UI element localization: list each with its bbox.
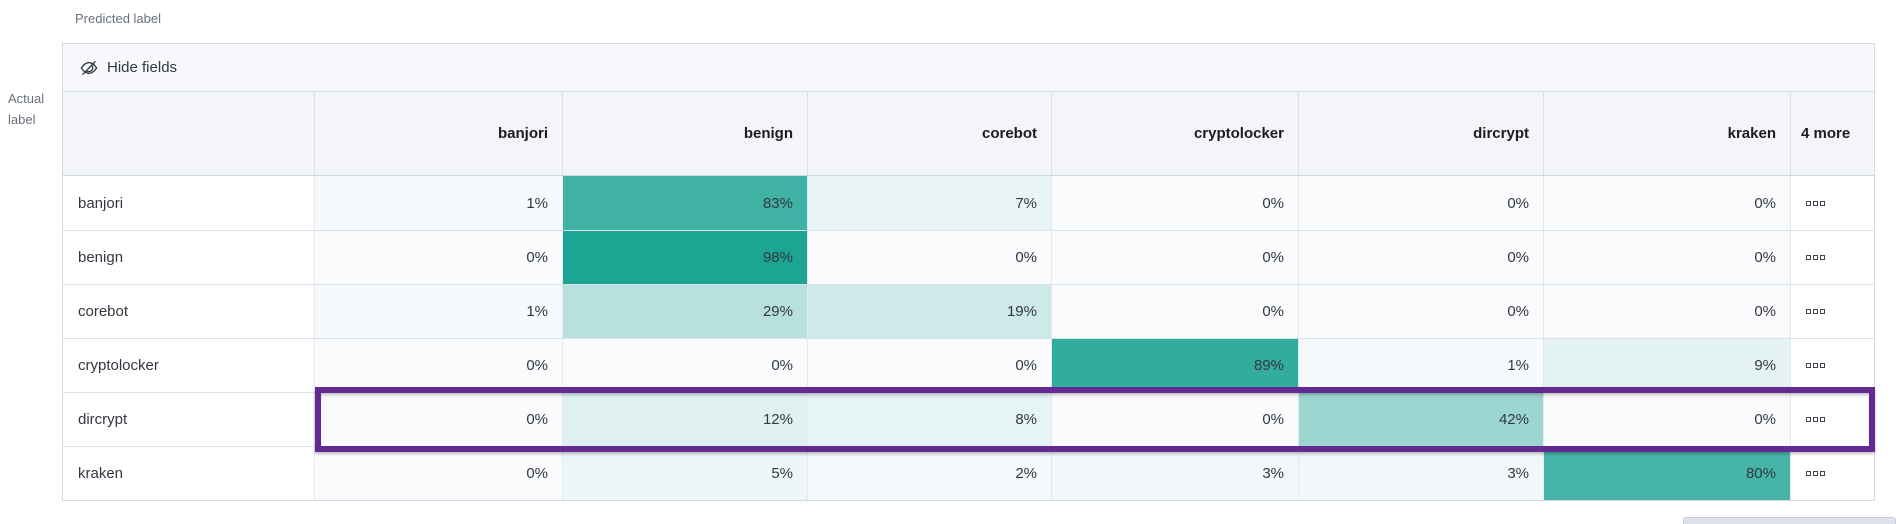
cell-corebot-corebot[interactable]: 19%: [808, 285, 1052, 338]
column-header-cryptolocker[interactable]: cryptolocker: [1052, 92, 1299, 175]
row-actions-cell: [1791, 285, 1874, 338]
cell-kraken-kraken[interactable]: 80%: [1544, 447, 1791, 500]
horizontal-scrollbar-thumb[interactable]: [1683, 517, 1896, 524]
cell-corebot-cryptolocker[interactable]: 0%: [1052, 285, 1299, 338]
cell-banjori-kraken[interactable]: 0%: [1544, 176, 1791, 230]
row-actions-button[interactable]: [1804, 469, 1827, 478]
grid-body: banjori 1% 83% 7% 0% 0% 0% benign 0% 98% 0% 0% 0% 0% c…: [63, 176, 1875, 500]
table-row-kraken: kraken 0% 5% 2% 3% 3% 80%: [63, 446, 1874, 500]
cell-dircrypt-benign[interactable]: 12%: [563, 393, 808, 446]
cell-kraken-benign[interactable]: 5%: [563, 447, 808, 500]
cell-corebot-kraken[interactable]: 0%: [1544, 285, 1791, 338]
row-actions-cell: [1791, 339, 1874, 392]
cell-cryptolocker-corebot[interactable]: 0%: [808, 339, 1052, 392]
row-actions-button[interactable]: [1804, 415, 1827, 424]
cell-kraken-corebot[interactable]: 2%: [808, 447, 1052, 500]
row-label: banjori: [63, 176, 315, 230]
row-actions-button[interactable]: [1804, 307, 1827, 316]
cell-benign-benign[interactable]: 98%: [563, 231, 808, 284]
confusion-matrix-grid: Hide fields banjori benign corebot cryptolo…: [62, 43, 1875, 501]
hide-fields-label: Hide fields: [107, 59, 178, 76]
column-header-more[interactable]: 4 more: [1801, 125, 1851, 142]
cell-benign-kraken[interactable]: 0%: [1544, 231, 1791, 284]
cell-dircrypt-dircrypt[interactable]: 42%: [1299, 393, 1544, 446]
row-actions-cell: [1791, 393, 1874, 446]
row-actions-cell: [1791, 447, 1874, 500]
predicted-axis-label: Predicted label: [75, 11, 161, 26]
table-row-cryptolocker: cryptolocker 0% 0% 0% 89% 1% 9%: [63, 338, 1874, 392]
cell-kraken-dircrypt[interactable]: 3%: [1299, 447, 1544, 500]
cell-dircrypt-corebot[interactable]: 8%: [808, 393, 1052, 446]
hide-fields-button[interactable]: Hide fields: [80, 59, 177, 77]
row-actions-button[interactable]: [1804, 253, 1827, 262]
cell-banjori-cryptolocker[interactable]: 0%: [1052, 176, 1299, 230]
cell-benign-banjori[interactable]: 0%: [315, 231, 563, 284]
table-row-banjori: banjori 1% 83% 7% 0% 0% 0%: [63, 176, 1874, 230]
cell-cryptolocker-kraken[interactable]: 9%: [1544, 339, 1791, 392]
row-label: cryptolocker: [63, 339, 315, 392]
column-header-corebot[interactable]: corebot: [808, 92, 1052, 175]
row-label: kraken: [63, 447, 315, 500]
boxes-horizontal-icon: [1806, 309, 1825, 314]
row-label: benign: [63, 231, 315, 284]
cell-cryptolocker-cryptolocker[interactable]: 89%: [1052, 339, 1299, 392]
boxes-horizontal-icon: [1806, 471, 1825, 476]
table-row-dircrypt: dircrypt 0% 12% 8% 0% 42% 0%: [63, 387, 1875, 452]
row-actions-button[interactable]: [1804, 199, 1827, 208]
column-header-kraken[interactable]: kraken: [1544, 92, 1791, 175]
boxes-horizontal-icon: [1806, 200, 1825, 206]
row-actions-button[interactable]: [1804, 361, 1827, 370]
actual-axis-label: Actual label: [8, 91, 45, 127]
cell-corebot-dircrypt[interactable]: 0%: [1299, 285, 1544, 338]
cell-dircrypt-cryptolocker[interactable]: 0%: [1052, 393, 1299, 446]
corner-header-cell: [63, 92, 315, 175]
boxes-horizontal-icon: [1806, 417, 1825, 422]
cell-cryptolocker-benign[interactable]: 0%: [563, 339, 808, 392]
row-label: corebot: [63, 285, 315, 338]
table-row-benign: benign 0% 98% 0% 0% 0% 0%: [63, 230, 1874, 284]
cell-cryptolocker-banjori[interactable]: 0%: [315, 339, 563, 392]
cell-banjori-benign[interactable]: 83%: [563, 176, 808, 230]
row-actions-cell: [1791, 231, 1874, 284]
column-header-dircrypt[interactable]: dircrypt: [1299, 92, 1544, 175]
column-header-benign[interactable]: benign: [563, 92, 808, 175]
cell-banjori-banjori[interactable]: 1%: [315, 176, 563, 230]
column-header-row: banjori benign corebot cryptolocker dircrypt…: [63, 92, 1874, 176]
row-label: dircrypt: [63, 393, 315, 446]
table-row-corebot: corebot 1% 29% 19% 0% 0% 0%: [63, 284, 1874, 338]
grid-toolbar: Hide fields: [63, 44, 1874, 92]
column-header-banjori[interactable]: banjori: [315, 92, 563, 175]
cell-corebot-benign[interactable]: 29%: [563, 285, 808, 338]
cell-banjori-dircrypt[interactable]: 0%: [1299, 176, 1544, 230]
cell-dircrypt-kraken[interactable]: 0%: [1544, 393, 1791, 446]
cell-benign-dircrypt[interactable]: 0%: [1299, 231, 1544, 284]
row-actions-cell: [1791, 176, 1874, 230]
cell-kraken-cryptolocker[interactable]: 3%: [1052, 447, 1299, 500]
boxes-horizontal-icon: [1806, 255, 1825, 260]
cell-dircrypt-banjori[interactable]: 0%: [315, 393, 563, 446]
cell-cryptolocker-dircrypt[interactable]: 1%: [1299, 339, 1544, 392]
boxes-horizontal-icon: [1806, 363, 1825, 368]
cell-benign-corebot[interactable]: 0%: [808, 231, 1052, 284]
cell-kraken-banjori[interactable]: 0%: [315, 447, 563, 500]
cell-corebot-banjori[interactable]: 1%: [315, 285, 563, 338]
cell-banjori-corebot[interactable]: 7%: [808, 176, 1052, 230]
eye-closed-icon: [80, 59, 98, 77]
cell-benign-cryptolocker[interactable]: 0%: [1052, 231, 1299, 284]
